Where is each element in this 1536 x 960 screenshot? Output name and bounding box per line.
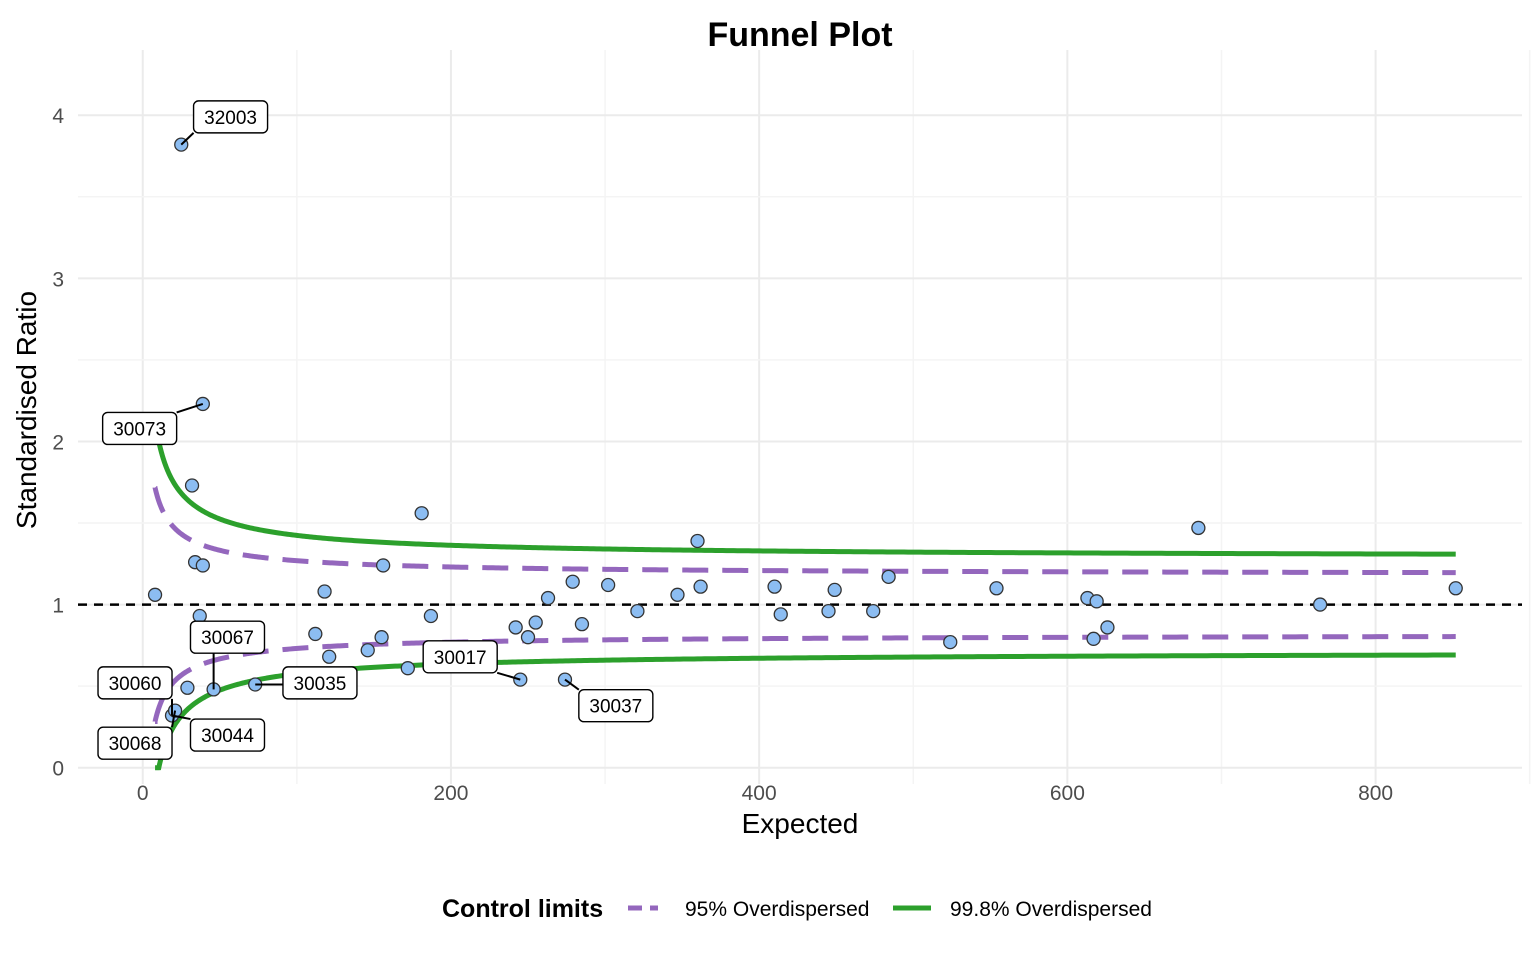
y-axis-title: Standardised Ratio <box>11 291 42 529</box>
label-leader-line <box>180 132 195 146</box>
data-point <box>1089 594 1104 609</box>
point-label-text: 32003 <box>204 108 257 129</box>
y-tick-labels: 0 1 2 3 4 <box>52 105 64 780</box>
data-point <box>600 577 616 593</box>
x-tick-label: 600 <box>1050 782 1085 805</box>
y-tick-label: 2 <box>52 431 64 454</box>
data-point <box>866 603 881 619</box>
point-labels-layer: 32003 30073 30067 30060 30068 30044 30035 30017… <box>97 100 654 760</box>
data-point <box>1448 581 1463 596</box>
data-point <box>322 649 337 664</box>
x-axis-title: Expected <box>742 808 859 839</box>
label-leader-line <box>496 671 521 681</box>
data-point <box>528 615 543 630</box>
chart-title: Funnel Plot <box>707 16 892 54</box>
point-label-text: 30060 <box>109 674 162 695</box>
point-label-text: 30037 <box>589 697 642 718</box>
data-point <box>565 574 580 589</box>
data-point <box>574 617 590 632</box>
data-point <box>400 661 415 676</box>
legend: Control limits 95% Overdispersed 99.8% O… <box>442 895 1152 923</box>
point-label-box <box>97 726 173 760</box>
data-point <box>317 584 332 599</box>
point-label-box <box>422 640 498 674</box>
label-leader-line <box>171 710 177 728</box>
data-point <box>184 478 200 493</box>
data-point <box>1312 597 1328 612</box>
point-label-box <box>189 718 266 752</box>
upper-limit-99-8-overdispersed <box>152 418 1456 557</box>
point-label-text: 30044 <box>201 726 254 747</box>
point-label-text: 30035 <box>294 674 347 695</box>
control-limits-layer <box>152 418 1456 771</box>
data-point <box>308 626 323 642</box>
point-label-box <box>101 411 178 446</box>
y-tick-label: 0 <box>52 758 64 781</box>
point-label-box <box>189 620 266 654</box>
data-point <box>821 603 836 619</box>
data-point <box>827 582 842 598</box>
legend-label-99-8-overdispersed: 99.8% Overdispersed <box>950 898 1152 921</box>
data-point <box>989 581 1004 596</box>
point-label-box <box>578 689 654 723</box>
y-tick-label: 4 <box>52 105 64 128</box>
label-leader-line <box>564 678 580 691</box>
data-point <box>147 587 163 602</box>
data-point <box>540 590 556 606</box>
x-tick-label: 0 <box>137 782 149 805</box>
data-point <box>690 533 705 549</box>
point-label-box <box>282 666 358 700</box>
data-point <box>520 630 536 645</box>
label-leader-line <box>176 402 204 414</box>
data-point <box>423 608 439 624</box>
upper-limit-95-overdispersed <box>152 485 1456 576</box>
data-point <box>374 630 389 645</box>
label-leader-line <box>171 714 191 721</box>
data-point <box>1086 631 1101 646</box>
data-point <box>693 579 708 594</box>
data-point <box>773 607 788 622</box>
y-tick-label: 3 <box>52 268 64 291</box>
point-label-text: 30073 <box>113 419 166 440</box>
data-point <box>414 506 429 521</box>
data-point <box>630 603 645 619</box>
point-label-text: 30067 <box>201 628 254 649</box>
lower-limit-95-overdispersed <box>152 634 1456 725</box>
data-point <box>360 643 375 658</box>
point-label-text: 30017 <box>434 648 487 669</box>
data-point <box>1191 520 1206 536</box>
data-point <box>881 569 896 584</box>
data-point <box>1100 620 1115 635</box>
data-point <box>375 558 391 573</box>
points-layer <box>147 137 1463 723</box>
x-tick-labels: 0 200 400 600 800 <box>137 782 1393 805</box>
data-point <box>943 634 958 650</box>
point-label-text: 30068 <box>109 734 162 755</box>
x-tick-label: 200 <box>433 782 468 805</box>
y-tick-label: 1 <box>52 595 64 618</box>
x-tick-label: 800 <box>1358 782 1393 805</box>
data-point <box>767 579 782 594</box>
legend-title: Control limits <box>442 895 603 923</box>
data-point <box>195 558 210 573</box>
data-point <box>180 680 195 695</box>
data-point <box>670 587 685 602</box>
legend-label-95-overdispersed: 95% Overdispersed <box>685 898 869 921</box>
point-label-box <box>192 100 269 134</box>
data-point <box>508 620 523 635</box>
x-tick-label: 400 <box>742 782 777 805</box>
point-label-box <box>97 666 173 700</box>
